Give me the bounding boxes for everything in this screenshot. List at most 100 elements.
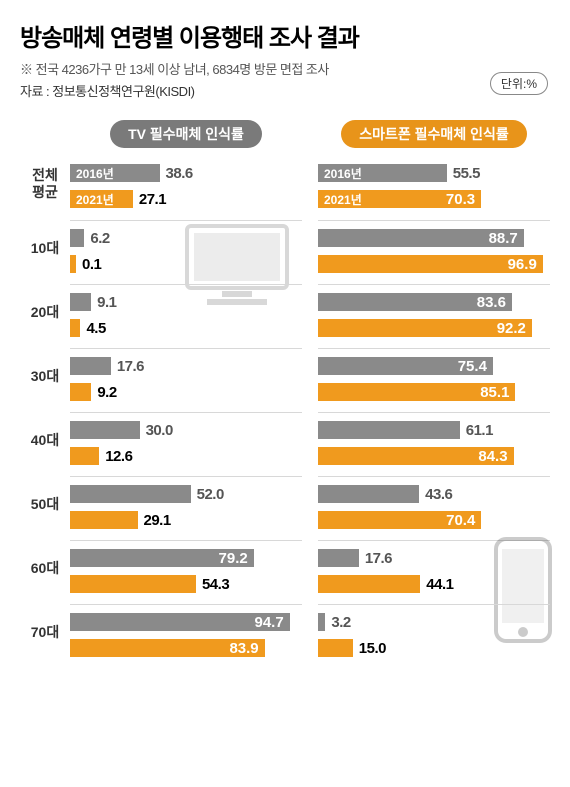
age-label: 50대 xyxy=(20,472,70,536)
bar-value: 54.3 xyxy=(202,576,229,593)
bar-value: 0.1 xyxy=(82,256,101,273)
bar-2016 xyxy=(318,421,460,439)
unit-badge: 단위:% xyxy=(490,72,548,95)
bar-2021 xyxy=(70,575,196,593)
tv-column: TV 필수매체 인식률 2016년 38.6 2021년 27.1 6.2 0.1 9.1 4… xyxy=(70,120,302,668)
bar-row: 79.2 54.3 xyxy=(70,540,302,604)
bar-2021 xyxy=(70,511,138,529)
bar-row: 94.7 83.9 xyxy=(70,604,302,668)
bar-value: 38.6 xyxy=(166,165,193,182)
bar-value: 96.9 xyxy=(508,256,543,273)
bar-row: 9.1 4.5 xyxy=(70,284,302,348)
age-label: 20대 xyxy=(20,280,70,344)
bar-value: 17.6 xyxy=(365,550,392,567)
bar-row: 75.4 85.1 xyxy=(318,348,550,412)
chart-grid: 전체평균10대20대30대40대50대60대70대 TV 필수매체 인식률 20… xyxy=(20,120,550,668)
bar-2016 xyxy=(318,549,359,567)
bar-value: 3.2 xyxy=(331,614,350,631)
bar-value: 12.6 xyxy=(105,448,132,465)
bar-row: 17.6 44.1 xyxy=(318,540,550,604)
y-axis-column: 전체평균10대20대30대40대50대60대70대 xyxy=(20,120,70,668)
bar-2016: 2016년 xyxy=(70,164,160,182)
bar-row: 83.6 92.2 xyxy=(318,284,550,348)
bar-2021: 92.2 xyxy=(318,319,532,337)
year-label: 2016년 xyxy=(324,165,362,182)
bar-value: 4.5 xyxy=(86,320,105,337)
bar-2021: 85.1 xyxy=(318,383,515,401)
bar-2016 xyxy=(70,421,140,439)
bar-2016 xyxy=(70,485,191,503)
bar-row: 2016년 55.5 2021년 70.3 xyxy=(318,156,550,220)
bar-value: 44.1 xyxy=(426,576,453,593)
year-label: 2016년 xyxy=(76,165,114,182)
bar-2021: 2021년 70.3 xyxy=(318,190,481,208)
bar-row: 17.69.2 xyxy=(70,348,302,412)
bar-value: 27.1 xyxy=(139,191,166,208)
bar-value: 70.3 xyxy=(446,191,481,208)
age-label: 70대 xyxy=(20,600,70,664)
subtitle-source: 자료 : 정보통신정책연구원(KISDI) xyxy=(20,81,550,100)
bar-2016 xyxy=(318,485,419,503)
bar-2016 xyxy=(70,293,91,311)
bar-value: 84.3 xyxy=(478,448,513,465)
bar-2021 xyxy=(318,575,420,593)
bar-value: 85.1 xyxy=(480,384,515,401)
age-label: 60대 xyxy=(20,536,70,600)
bar-value: 15.0 xyxy=(359,640,386,657)
bar-2016: 75.4 xyxy=(318,357,493,375)
age-label: 10대 xyxy=(20,216,70,280)
bar-2016 xyxy=(70,357,111,375)
bar-row: 52.0 29.1 xyxy=(70,476,302,540)
bar-value: 75.4 xyxy=(458,358,493,375)
bar-value: 79.2 xyxy=(219,550,254,567)
bar-value: 52.0 xyxy=(197,486,224,503)
bar-2021 xyxy=(70,255,76,273)
bar-2016: 2016년 xyxy=(318,164,447,182)
bar-2021 xyxy=(70,383,91,401)
subtitle-survey: ※ 전국 4236가구 만 13세 이상 남녀, 6834명 방문 면접 조사 xyxy=(20,59,550,78)
tv-column-header: TV 필수매체 인식률 xyxy=(110,120,262,148)
page-title: 방송매체 연령별 이용행태 조사 결과 xyxy=(20,18,550,53)
bar-value: 17.6 xyxy=(117,358,144,375)
bar-row: 88.7 96.9 xyxy=(318,220,550,284)
bar-2016: 94.7 xyxy=(70,613,290,631)
bar-2021 xyxy=(70,319,80,337)
year-label: 2021년 xyxy=(324,191,362,208)
bar-value: 94.7 xyxy=(255,614,290,631)
bar-value: 55.5 xyxy=(453,165,480,182)
year-label: 2021년 xyxy=(76,191,114,208)
bar-row: 3.2 15.0 xyxy=(318,604,550,668)
bar-value: 88.7 xyxy=(489,230,524,247)
age-label: 전체평균 xyxy=(20,152,70,216)
bar-row: 2016년 38.6 2021년 27.1 xyxy=(70,156,302,220)
bar-2021: 84.3 xyxy=(318,447,514,465)
bar-2021: 83.9 xyxy=(70,639,265,657)
bar-value: 6.2 xyxy=(90,230,109,247)
bar-2016: 79.2 xyxy=(70,549,254,567)
bar-value: 83.6 xyxy=(477,294,512,311)
bar-2016 xyxy=(318,613,325,631)
bar-2016: 83.6 xyxy=(318,293,512,311)
bar-2021 xyxy=(318,639,353,657)
bar-value: 9.2 xyxy=(97,384,116,401)
phone-column-header: 스마트폰 필수매체 인식률 xyxy=(341,120,526,148)
bar-value: 29.1 xyxy=(144,512,171,529)
age-label: 40대 xyxy=(20,408,70,472)
phone-column: 스마트폰 필수매체 인식률 2016년 55.5 2021년 70.3 88.7 96.9… xyxy=(318,120,550,668)
bar-row: 43.670.4 xyxy=(318,476,550,540)
bar-value: 83.9 xyxy=(229,640,264,657)
bar-value: 30.0 xyxy=(146,422,173,439)
bar-value: 61.1 xyxy=(466,422,493,439)
bar-2021: 2021년 xyxy=(70,190,133,208)
bar-value: 9.1 xyxy=(97,294,116,311)
bar-value: 92.2 xyxy=(497,320,532,337)
bar-2021 xyxy=(70,447,99,465)
bar-row: 6.2 0.1 xyxy=(70,220,302,284)
bar-2016: 88.7 xyxy=(318,229,524,247)
bar-2021: 70.4 xyxy=(318,511,481,529)
bar-2016 xyxy=(70,229,84,247)
age-label: 30대 xyxy=(20,344,70,408)
bar-row: 61.1 84.3 xyxy=(318,412,550,476)
bar-value: 70.4 xyxy=(446,512,481,529)
bar-2021: 96.9 xyxy=(318,255,543,273)
